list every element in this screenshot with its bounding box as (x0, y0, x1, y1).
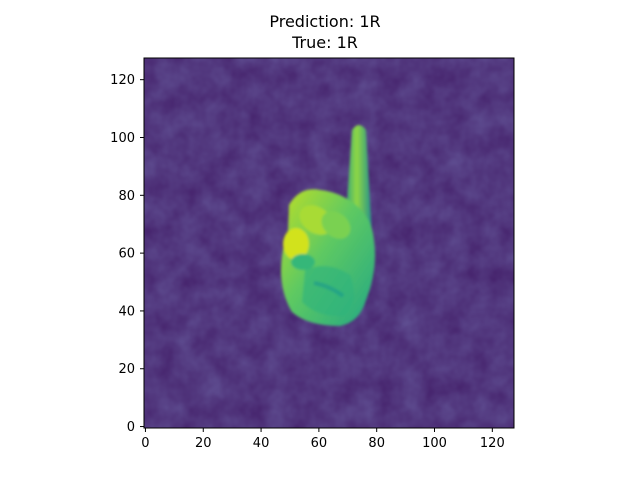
x-axis: 0 20 40 60 80 100 120 (141, 428, 505, 451)
y-tick-label: 20 (118, 362, 135, 377)
x-tick-label: 100 (422, 436, 447, 451)
palm-line (313, 281, 345, 298)
image-area (144, 58, 514, 428)
title-line-prediction: Prediction: 1R (269, 12, 380, 31)
curled-finger-3 (321, 211, 351, 239)
x-tick-label: 40 (253, 436, 270, 451)
y-tick-label: 60 (118, 247, 135, 262)
x-tick-label: 20 (195, 436, 212, 451)
curled-finger-4 (291, 254, 315, 270)
y-tick-label: 40 (118, 304, 135, 319)
x-tick-label: 0 (141, 436, 149, 451)
image-frame (143, 57, 515, 429)
x-tick-label: 80 (368, 436, 385, 451)
curled-finger-1 (283, 228, 309, 260)
palm-shade (302, 266, 354, 317)
y-axis: 0 20 40 60 80 100 120 (110, 73, 144, 435)
y-tick-label: 80 (118, 189, 135, 204)
y-tick-label: 120 (110, 73, 135, 88)
y-tick-label: 100 (110, 131, 135, 146)
y-tick-label: 0 (127, 420, 135, 435)
x-tick-label: 120 (480, 436, 505, 451)
title-line-true: True: 1R (291, 33, 358, 52)
x-tick-label: 60 (311, 436, 328, 451)
hand-shape (281, 125, 375, 326)
